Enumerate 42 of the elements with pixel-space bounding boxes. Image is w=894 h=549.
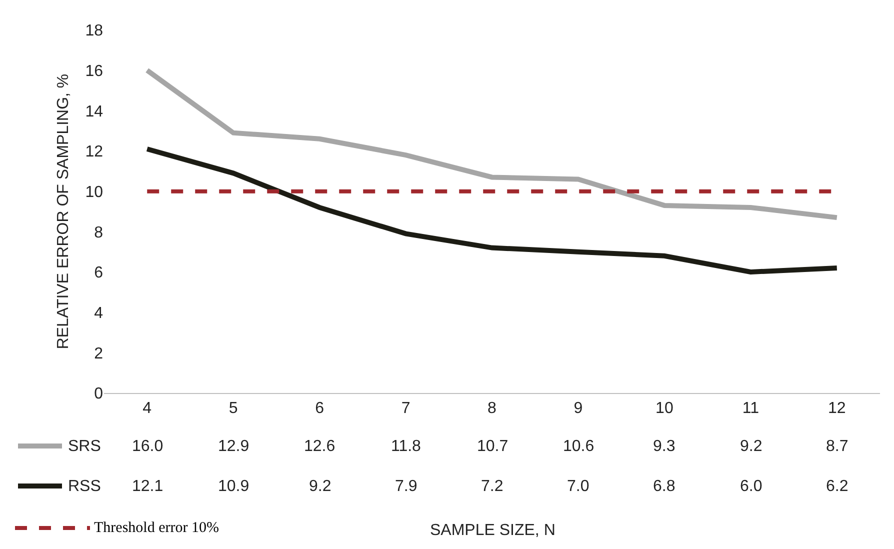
x-tick-label: 5: [228, 400, 238, 418]
y-tick-label: 10: [85, 184, 104, 201]
y-tick-label: 12: [85, 144, 104, 161]
data-label: 10.9: [218, 478, 250, 495]
y-tick-label: 18: [85, 22, 104, 40]
data-label: 7.0: [567, 478, 590, 495]
text: SAMPLE SIZE, N: [430, 522, 556, 539]
x-tick-label: 6: [315, 400, 324, 418]
x-tick-label: 11: [742, 400, 760, 418]
data-label: 6.2: [826, 478, 848, 495]
y-tick-label: 4: [94, 304, 104, 322]
data-label: 7.2: [481, 478, 504, 495]
x-tick-label: 12: [828, 400, 846, 418]
data-label: 9.2: [309, 478, 332, 495]
x-tick-label: 4: [142, 400, 152, 418]
data-label: 7.9: [395, 478, 418, 495]
data-label: 12.6: [304, 438, 336, 455]
y-tick-label: 16: [85, 62, 104, 80]
legend-label: Threshold error 10%: [94, 520, 219, 536]
y-tick-label: 6: [94, 264, 104, 282]
data-label: 16.0: [132, 438, 164, 455]
data-label: 10.6: [563, 438, 594, 455]
y-tick-label: 2: [94, 345, 104, 362]
x-tick-label: 8: [488, 400, 497, 418]
data-label: 8.7: [826, 438, 848, 455]
y-tick-label: 14: [85, 103, 104, 120]
data-label: 10.7: [477, 438, 508, 455]
y-tick-label: 0: [94, 386, 104, 403]
data-label: 9.3: [653, 438, 676, 455]
data-label: 12.1: [132, 478, 164, 495]
data-label: 6.8: [653, 478, 676, 495]
data-label: 11.8: [391, 438, 422, 455]
x-tick-label: 7: [401, 400, 410, 418]
data-label: 9.2: [740, 438, 762, 455]
x-tick-label: 9: [574, 400, 583, 418]
y-tick-label: 8: [94, 224, 104, 242]
legend-label: RSS: [68, 478, 101, 495]
legend-label: SRS: [68, 438, 101, 455]
y-axis-title: RELATIVE ERROR OF SAMPLING, %: [55, 74, 72, 350]
data-label: 12.9: [218, 438, 250, 455]
data-label: 6.0: [740, 478, 762, 495]
x-tick-label: 10: [656, 400, 674, 418]
